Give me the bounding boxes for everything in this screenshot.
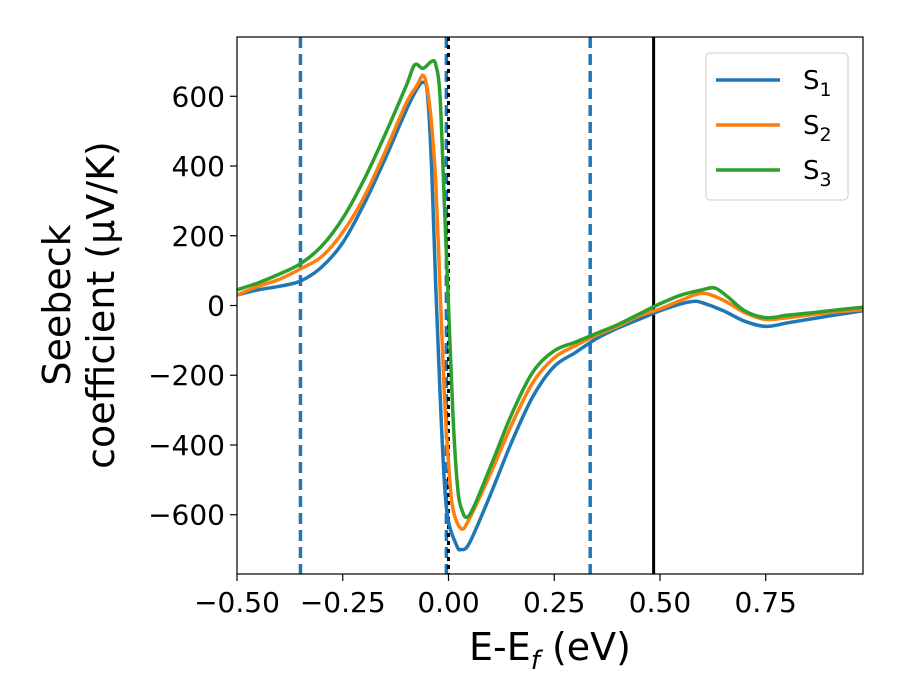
series-line-s2	[237, 73, 863, 531]
legend: S1 S2 S3	[705, 52, 849, 201]
y-tick-label: 200	[172, 220, 225, 253]
y-tick-label: −200	[148, 359, 225, 392]
y-axis-title-line1: Seebeck	[35, 224, 79, 385]
y-tick-label: −400	[148, 429, 225, 462]
y-axis-ticks: 600 400 200 0 −200 −400 −600	[148, 80, 237, 532]
y-tick-label: 600	[172, 80, 225, 113]
y-tick-label: 0	[207, 290, 225, 323]
x-tick-label: 0.75	[735, 586, 797, 619]
legend-label-s1: S1	[803, 66, 832, 101]
y-tick-label: −600	[148, 499, 225, 532]
vertical-reference-lines	[298, 37, 656, 574]
legend-label-s3: S3	[803, 156, 832, 191]
x-tick-label: −0.50	[194, 586, 280, 619]
y-tick-label: 400	[172, 150, 225, 183]
series-line-s3	[237, 58, 863, 520]
series-lines	[237, 58, 863, 552]
y-axis-title-line2: coefficient (μV/K)	[79, 141, 123, 469]
x-axis-title: E-Ef (eV)	[469, 625, 631, 676]
legend-label-s2: S2	[803, 111, 832, 146]
series-line-s1	[237, 80, 863, 552]
x-axis-ticks: −0.50 −0.25 0.00 0.25 0.50 0.75	[194, 574, 797, 619]
x-tick-label: 0.00	[417, 586, 479, 619]
y-axis-title: Seebeck coefficient (μV/K)	[35, 141, 123, 469]
x-tick-label: 0.25	[523, 586, 585, 619]
x-tick-label: −0.25	[300, 586, 386, 619]
x-tick-label: 0.50	[629, 586, 691, 619]
